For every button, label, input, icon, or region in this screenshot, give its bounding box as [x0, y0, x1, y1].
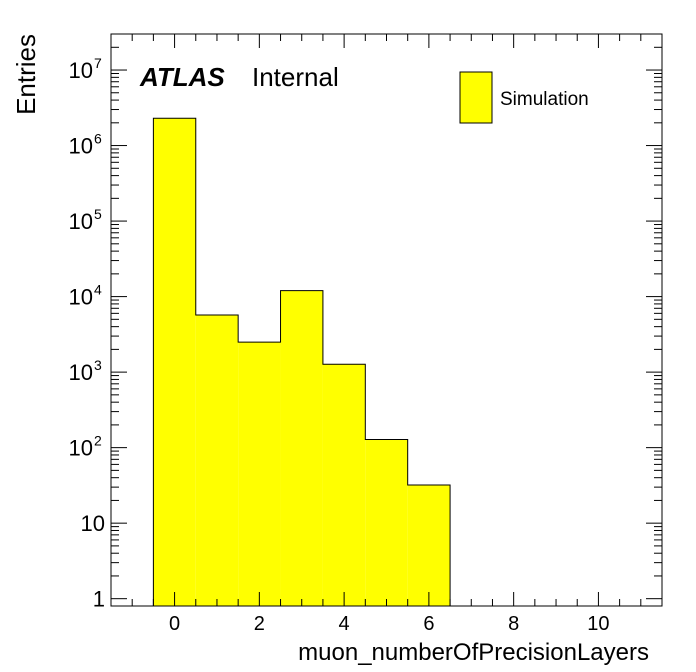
y-tick-label: 10 [69, 285, 93, 310]
y-tick-exponent: 4 [94, 282, 102, 298]
y-tick-exponent: 7 [94, 55, 102, 71]
y-axis-title: Entries [11, 34, 41, 115]
atlas-label: ATLAS [139, 62, 225, 92]
y-tick-exponent: 3 [94, 357, 102, 373]
y-tick-label: 10 [69, 360, 93, 385]
x-tick-label: 10 [587, 613, 609, 635]
y-tick-label: 10 [69, 209, 93, 234]
y-tick-label: 10 [69, 58, 93, 83]
y-tick-exponent: 5 [94, 206, 102, 222]
x-tick-label: 6 [423, 613, 434, 635]
x-axis-title: muon_numberOfPrecisionLayers [298, 639, 649, 666]
bar-bin-5 [365, 439, 408, 606]
y-tick-label: 1 [93, 587, 105, 612]
x-tick-label: 4 [339, 613, 350, 635]
bar-bin-0 [153, 118, 196, 606]
bar-bin-3 [280, 290, 323, 606]
bar-bin-6 [407, 485, 451, 606]
bar-bin-1 [195, 315, 239, 606]
bar-bin-2 [238, 342, 281, 606]
internal-label: Internal [252, 62, 339, 92]
y-tick-label: 10 [81, 511, 105, 536]
bar-bin-4 [322, 364, 366, 606]
x-tick-label: 8 [508, 613, 519, 635]
x-tick-label: 2 [254, 613, 265, 635]
legend-swatch-simulation [459, 71, 493, 124]
y-tick-label: 10 [69, 134, 93, 159]
axis-ticks [111, 33, 662, 606]
histogram-bars [152, 117, 451, 606]
y-tick-label: 10 [69, 436, 93, 461]
x-tick-label: 0 [169, 613, 180, 635]
histogram-outline [152, 117, 451, 606]
y-tick-exponent: 2 [94, 433, 102, 449]
y-tick-exponent: 6 [94, 131, 102, 147]
legend-label-simulation: Simulation [500, 89, 589, 110]
